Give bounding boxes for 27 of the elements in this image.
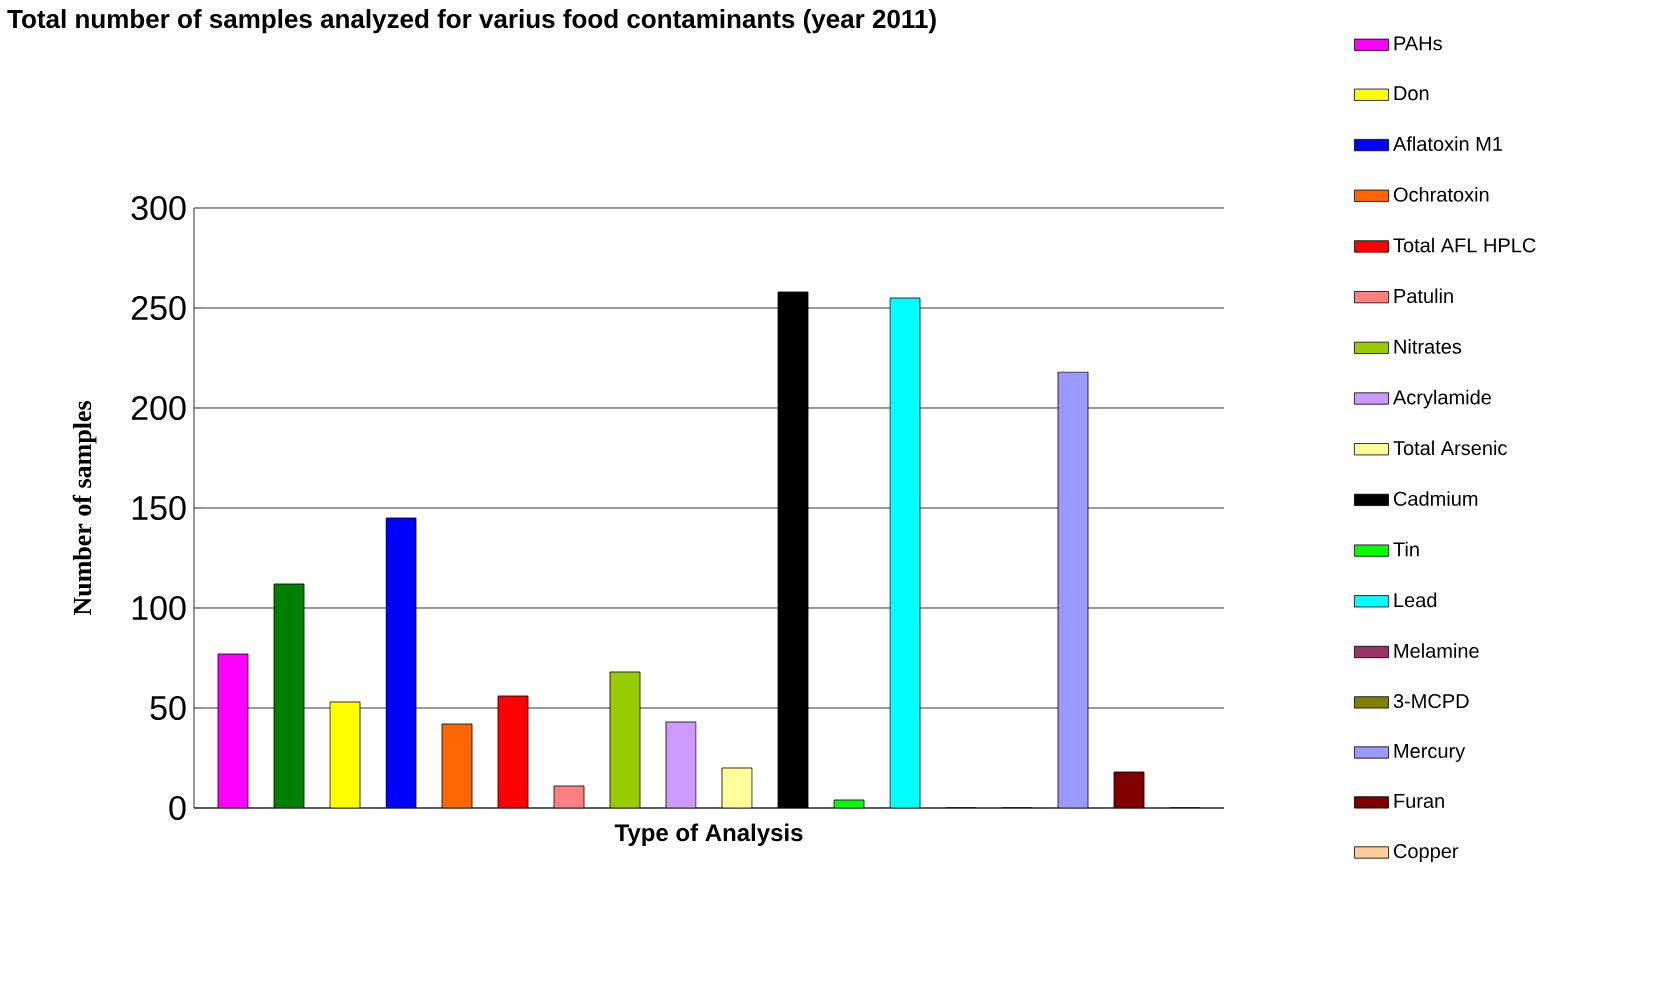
legend-label: Don	[1394, 86, 1429, 101]
legend-label: Melamine	[1394, 643, 1479, 658]
legend-label: Mercury	[1394, 744, 1466, 762]
x-axis-title: Type of Analysis	[614, 823, 803, 846]
legend-label: PAHs	[1394, 36, 1442, 51]
chart-title: Total number of samples analyzed for varius food contaminants (year 2011)	[7, 9, 936, 34]
y-tick-label: 100	[132, 595, 186, 621]
legend-label: Ochratoxin	[1393, 187, 1489, 202]
legend-label: Lead	[1394, 592, 1437, 608]
y-tick-label: 50	[150, 695, 186, 721]
y-tick-label: 150	[132, 495, 186, 521]
legend-label: Furan	[1394, 794, 1444, 808]
y-tick-label: 200	[131, 395, 186, 421]
legend-label: Acrylamide	[1392, 389, 1491, 409]
legend-label: Tin	[1393, 541, 1419, 557]
legend-label: Cadmium	[1393, 491, 1478, 506]
legend-label: Nitrates	[1394, 339, 1462, 354]
y-axis-title: Number of samples	[72, 401, 97, 616]
legend-label: Patulin	[1394, 288, 1453, 304]
legend-label: 3-MCPD	[1393, 693, 1469, 709]
legend-label: Copper	[1393, 844, 1459, 863]
legend-label: Aflatoxin M1	[1392, 136, 1503, 151]
y-tick-label: 300	[131, 195, 186, 221]
y-tick-label: 0	[169, 795, 186, 821]
legend-label: Total AFL HPLC	[1393, 237, 1536, 253]
y-tick-label: 250	[131, 295, 186, 321]
legend-label: Total Arsenic	[1393, 440, 1507, 456]
